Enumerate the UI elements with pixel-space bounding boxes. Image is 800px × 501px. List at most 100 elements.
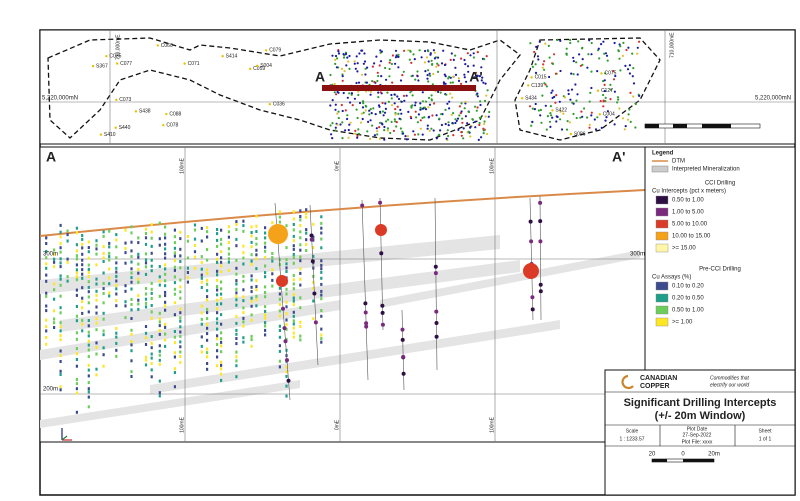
- assay: [102, 287, 105, 291]
- assay: [320, 297, 323, 301]
- assay: [312, 222, 315, 226]
- collar: [334, 62, 337, 65]
- assay: [271, 256, 274, 260]
- collar: [331, 137, 334, 140]
- collar: [613, 90, 617, 93]
- assay: [108, 276, 111, 280]
- assay: [87, 343, 90, 347]
- assay: [164, 272, 167, 276]
- legend-heading: Pre-CCI Drilling: [699, 267, 741, 273]
- elevation-label: 300m: [630, 252, 645, 258]
- assay: [292, 299, 295, 303]
- assay: [305, 231, 308, 235]
- assay: [150, 264, 153, 268]
- collar: [442, 81, 445, 84]
- assay: [81, 306, 84, 310]
- intercept: [364, 324, 369, 329]
- intercept: [276, 275, 288, 287]
- assay: [87, 295, 90, 299]
- assay: [320, 276, 323, 280]
- assay: [95, 277, 98, 281]
- assay: [255, 267, 258, 271]
- assay: [164, 304, 167, 308]
- assay: [216, 298, 219, 302]
- assay: [164, 322, 167, 326]
- assay: [45, 242, 48, 245]
- collar: [604, 52, 608, 55]
- assay: [75, 337, 78, 341]
- northing-label: 5,220,000mN: [755, 96, 791, 102]
- assay: [173, 355, 176, 359]
- collar: [348, 92, 351, 95]
- assay: [235, 355, 238, 359]
- collar: [578, 53, 581, 56]
- assay: [87, 368, 90, 372]
- assay: [130, 267, 133, 271]
- collar: [444, 122, 447, 126]
- hole-label: S434: [525, 96, 537, 102]
- assay: [87, 290, 90, 294]
- assay: [124, 251, 127, 255]
- collar: [377, 91, 380, 94]
- intercept: [434, 334, 439, 339]
- assay: [45, 304, 48, 308]
- legend-swatch: [655, 293, 669, 303]
- collar: [474, 126, 477, 129]
- assay: [220, 228, 223, 232]
- assay: [220, 237, 223, 241]
- assay: [144, 331, 148, 335]
- assay: [66, 239, 69, 243]
- collar: [583, 107, 586, 110]
- legend-swatch: [655, 219, 669, 229]
- assay: [87, 263, 90, 267]
- assay: [264, 285, 267, 289]
- collar: [114, 126, 117, 129]
- assay: [81, 258, 84, 262]
- intercept: [282, 326, 287, 331]
- legend-swatch: [655, 305, 669, 315]
- easting-label: 710,000mE: [669, 32, 675, 58]
- collar: [430, 94, 433, 97]
- collar: [360, 112, 363, 115]
- legend-label: 0.20 to 0.50: [672, 296, 704, 302]
- assay: [264, 241, 267, 245]
- assay: [271, 221, 274, 225]
- assay: [186, 235, 189, 238]
- assay: [173, 268, 176, 272]
- assay: [292, 278, 295, 282]
- assay: [193, 237, 197, 241]
- assay: [158, 358, 161, 362]
- collar: [544, 104, 547, 107]
- collar: [586, 66, 589, 69]
- assay: [242, 336, 245, 340]
- assay: [278, 349, 281, 353]
- collar: [377, 96, 380, 99]
- collar: [486, 132, 489, 136]
- assay: [264, 324, 267, 328]
- collar: [402, 70, 405, 73]
- assay: [150, 310, 153, 314]
- assay: [220, 363, 223, 367]
- collar: [447, 77, 450, 80]
- assay: [255, 224, 258, 228]
- hole-label: S438: [139, 109, 151, 115]
- assay: [130, 308, 133, 312]
- collar: [462, 127, 465, 130]
- assay: [75, 257, 78, 261]
- assay: [220, 322, 223, 326]
- assay: [130, 317, 133, 320]
- collar: [542, 63, 545, 66]
- cci-hole: [379, 197, 384, 331]
- assay: [216, 364, 219, 368]
- assay: [250, 240, 253, 244]
- collar: [405, 138, 408, 141]
- assay: [206, 322, 209, 326]
- collar: [604, 119, 607, 122]
- collar: [390, 62, 393, 66]
- collar: [454, 73, 458, 76]
- assay: [227, 225, 230, 229]
- collar: [480, 136, 483, 139]
- assay: [137, 307, 140, 311]
- assay: [292, 319, 295, 323]
- collar: [480, 79, 483, 82]
